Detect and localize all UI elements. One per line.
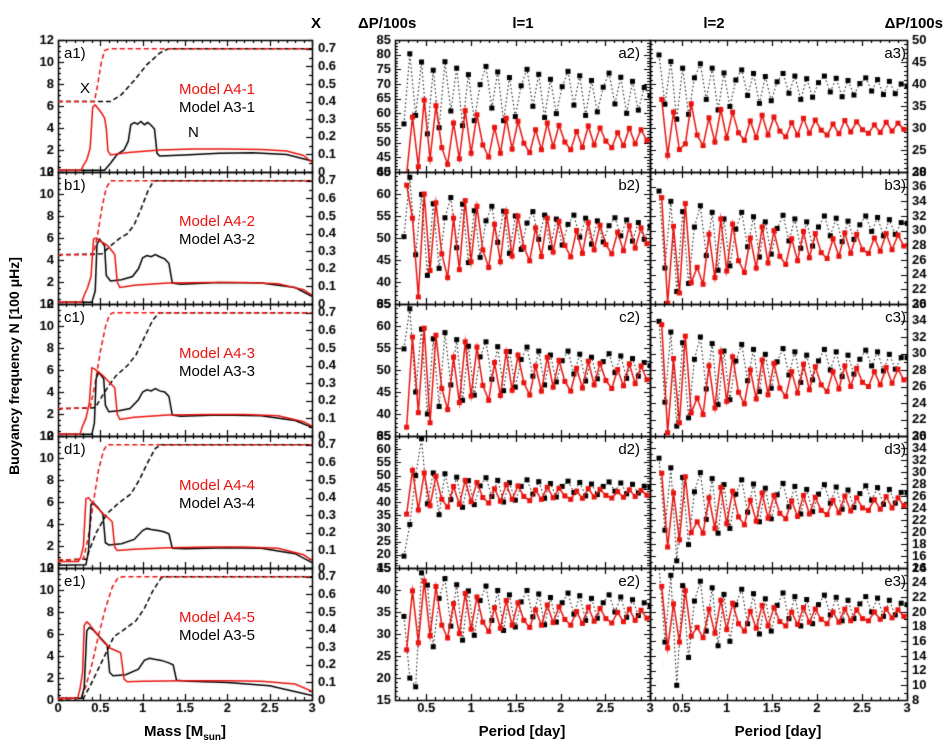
annotation-x-curve: X	[80, 80, 91, 97]
panel-tag-e3: e3)	[884, 573, 906, 590]
legend-model-a4-4: Model A4-4	[179, 477, 255, 494]
panel-tag-b3: b3)	[884, 177, 906, 194]
legend-model-a4-1: Model A4-1	[179, 81, 255, 98]
y-axis-title: Buoyancy frequency N [100 μHz]	[6, 257, 22, 475]
legend-model-a3-3: Model A3-3	[179, 363, 255, 380]
legend-model-a3-2: Model A3-2	[179, 231, 255, 248]
panel-tag-e1: e1)	[64, 573, 86, 590]
legend-model-a4-5: Model A4-5	[179, 609, 255, 626]
panel-tag-d3: d3)	[884, 441, 906, 458]
panel-tag-a2: a2)	[618, 45, 640, 62]
header-l1: l=1	[512, 15, 534, 32]
x-axis-title-period-1: Period [day]	[478, 723, 566, 740]
legend-model-a3-5: Model A3-5	[179, 627, 255, 644]
panel-tag-a1: a1)	[64, 45, 86, 62]
legend-model-a3-1: Model A3-1	[179, 99, 255, 116]
header-delta-p-right: ΔP/100s	[884, 15, 943, 32]
legend-model-a4-2: Model A4-2	[179, 213, 255, 230]
header-delta-p-left: ΔP/100s	[358, 15, 417, 32]
mass-title-sub: sun	[203, 732, 221, 743]
panel-tag-b2: b2)	[618, 177, 640, 194]
x-axis-title-period-2: Period [day]	[734, 723, 822, 740]
header-l2: l=2	[703, 15, 725, 32]
panel-tag-c3: c3)	[885, 309, 906, 326]
panel-tag-c1: c1)	[64, 309, 85, 326]
mass-title-pre: Mass [M	[144, 723, 204, 740]
legend-model-a3-4: Model A3-4	[179, 495, 255, 512]
panel-tag-d1: d1)	[64, 441, 86, 458]
header-x-axis-label: X	[310, 15, 321, 32]
panel-tag-d2: d2)	[618, 441, 640, 458]
panel-tag-a3: a3)	[884, 45, 906, 62]
mass-title-post: ]	[220, 723, 226, 740]
panel-tag-e2: e2)	[618, 573, 640, 590]
panel-tag-c2: c2)	[619, 309, 640, 326]
legend-model-a4-3: Model A4-3	[179, 345, 255, 362]
panel-tag-b1: b1)	[64, 177, 86, 194]
x-axis-title-mass: Mass [Msun]	[115, 723, 255, 743]
annotation-n-curve: N	[188, 124, 199, 141]
